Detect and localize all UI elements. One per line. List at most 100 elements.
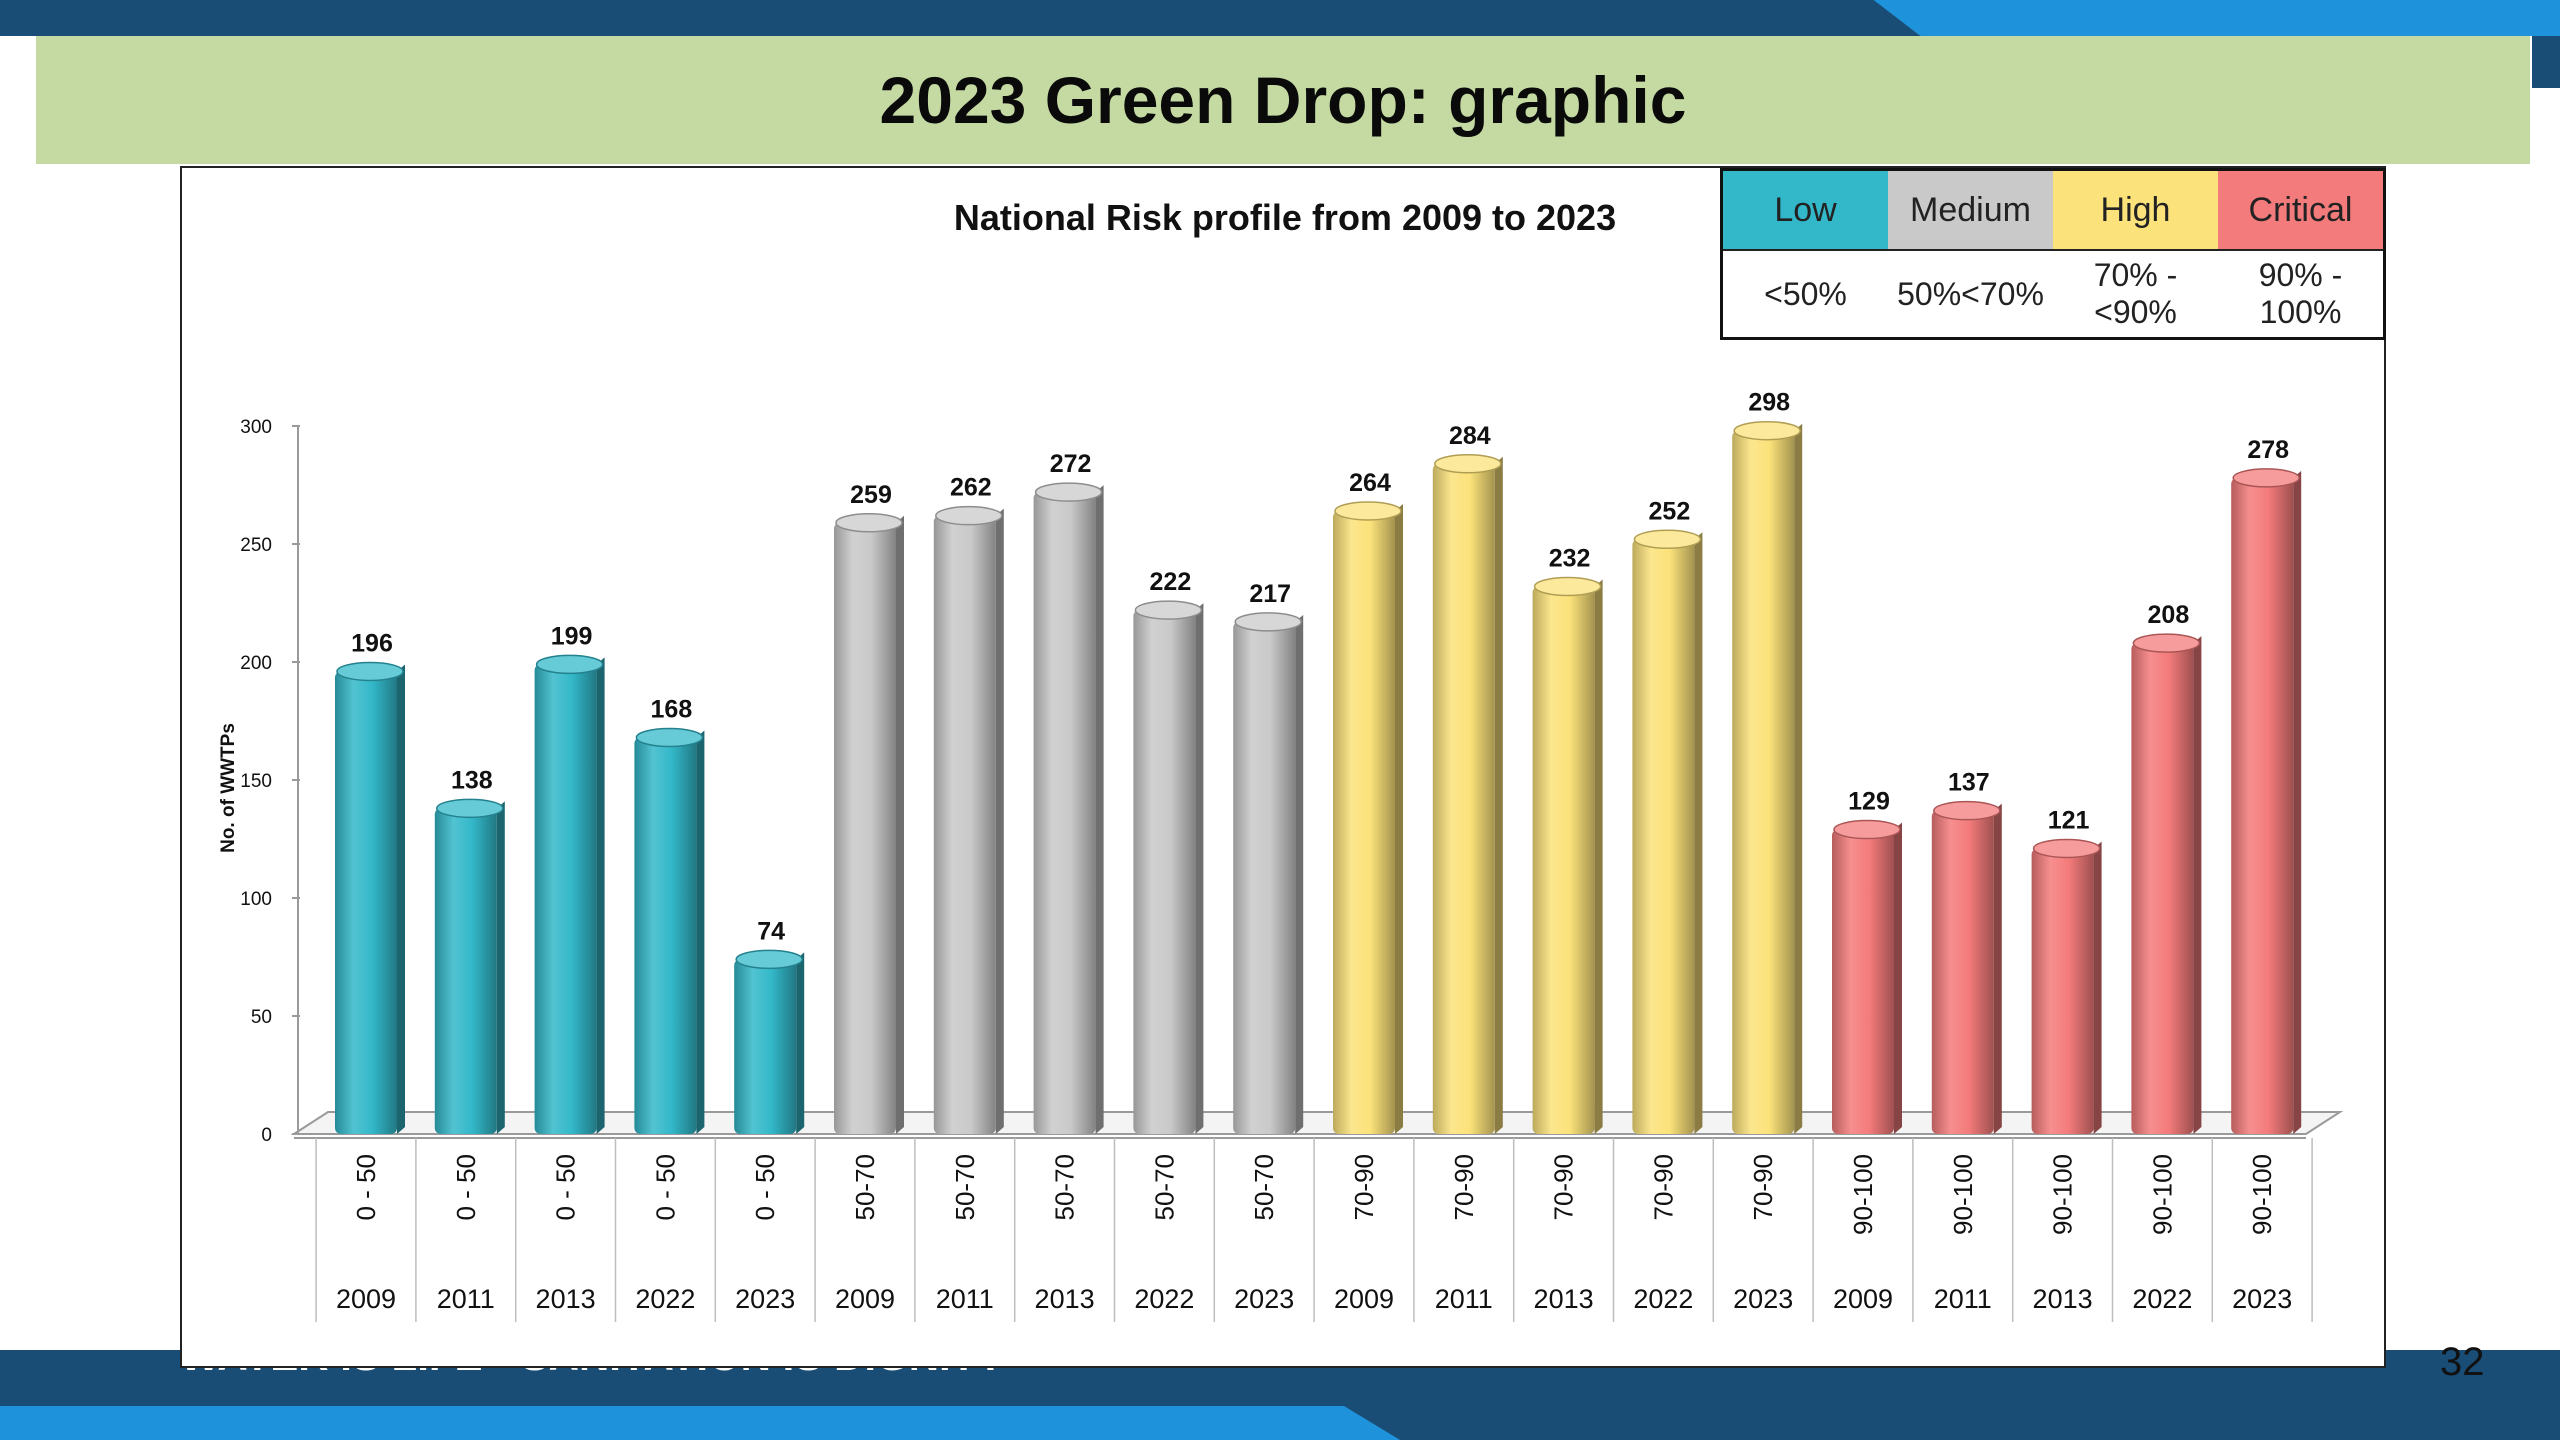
page-number: 32 bbox=[2440, 1340, 2485, 1384]
bar-side bbox=[1694, 532, 1703, 1134]
x-year-label: 2013 bbox=[2033, 1284, 2093, 1314]
legend-critical-range: 90% - 100% bbox=[2258, 257, 2343, 330]
x-year-label: 2022 bbox=[2132, 1284, 2192, 1314]
bar-cap bbox=[1034, 482, 1103, 502]
bar-side bbox=[596, 657, 605, 1134]
slide-title: 2023 Green Drop: graphic bbox=[879, 63, 1687, 137]
bar-cap bbox=[1833, 819, 1901, 840]
y-tick-label: 200 bbox=[240, 653, 272, 674]
bar-value-label: 284 bbox=[1449, 422, 1491, 450]
legend-low-range: <50% bbox=[1764, 275, 1847, 312]
bar-cap bbox=[436, 798, 504, 819]
x-category-label: 70-90 bbox=[1349, 1154, 1379, 1221]
bar-value-label: 298 bbox=[1748, 389, 1790, 417]
chart-floor bbox=[290, 1111, 2344, 1135]
x-year-label: 2013 bbox=[536, 1284, 596, 1314]
x-category-label: 90-100 bbox=[1848, 1154, 1878, 1235]
bar-cap bbox=[1134, 600, 1203, 620]
bar-body bbox=[634, 737, 697, 1134]
x-year-label: 2023 bbox=[735, 1284, 795, 1314]
bar-body bbox=[1732, 430, 1795, 1135]
bar-body bbox=[335, 671, 397, 1134]
bar-cap bbox=[336, 661, 404, 682]
bar-value-label: 168 bbox=[651, 696, 693, 724]
x-year-label: 2009 bbox=[1833, 1284, 1893, 1314]
x-category-label: 0 - 50 bbox=[551, 1154, 581, 1221]
bar-cap bbox=[1633, 529, 1702, 550]
risk-profile-chart: National Risk profile from 2009 to 2023 … bbox=[218, 197, 2344, 1322]
bar-cap bbox=[2132, 633, 2201, 653]
x-year-label: 2013 bbox=[1035, 1284, 1095, 1314]
bar-value-label: 252 bbox=[1649, 497, 1691, 525]
y-tick-label: 250 bbox=[240, 535, 272, 556]
bar-value-label: 232 bbox=[1549, 544, 1591, 572]
x-category-label: 50-70 bbox=[950, 1154, 980, 1221]
bottom-band-accent bbox=[0, 1406, 1400, 1440]
bar-side bbox=[796, 952, 805, 1134]
risk-legend: Low Medium High Critical <50% 50%<70% 70… bbox=[1720, 168, 2386, 340]
bar-side bbox=[1494, 456, 1503, 1134]
bar-value-label: 222 bbox=[1150, 568, 1192, 596]
bar-value-label: 138 bbox=[451, 766, 493, 794]
bar-cap bbox=[935, 505, 1003, 526]
x-year-label: 2023 bbox=[1234, 1284, 1294, 1314]
x-category-label: 0 - 50 bbox=[750, 1154, 780, 1221]
x-category-label: 50-70 bbox=[1050, 1154, 1080, 1221]
legend-high-label: High bbox=[2053, 171, 2218, 251]
x-category-label: 50-70 bbox=[850, 1154, 880, 1221]
bar bbox=[335, 661, 405, 1134]
bar-cap bbox=[1434, 454, 1502, 474]
x-category-label: 70-90 bbox=[1748, 1154, 1778, 1221]
bar-value-label: 137 bbox=[1948, 769, 1990, 797]
legend-low-label: Low bbox=[1723, 171, 1888, 251]
bar-value-label: 196 bbox=[351, 629, 393, 657]
x-year-label: 2009 bbox=[835, 1284, 895, 1314]
x-category-label: 50-70 bbox=[1249, 1154, 1279, 1221]
bar bbox=[434, 798, 505, 1134]
bar bbox=[834, 513, 904, 1134]
bar-value-label: 129 bbox=[1848, 788, 1890, 816]
legend-critical-label: Critical bbox=[2218, 171, 2383, 251]
bar bbox=[2131, 633, 2202, 1134]
bar-cap bbox=[2032, 838, 2101, 859]
bar-body bbox=[1931, 810, 1994, 1134]
bar bbox=[1033, 482, 1104, 1135]
bar-cap bbox=[735, 949, 803, 970]
x-year-label: 2023 bbox=[2232, 1284, 2292, 1314]
bar bbox=[1333, 501, 1403, 1135]
bar-side bbox=[1195, 603, 1204, 1134]
bar-side bbox=[1794, 423, 1803, 1135]
bar-value-label: 208 bbox=[2148, 601, 2190, 629]
bar-cap bbox=[635, 727, 704, 748]
bar-side bbox=[1095, 485, 1104, 1135]
bar-side bbox=[1993, 803, 2002, 1134]
bar-side bbox=[1295, 614, 1304, 1134]
bar-cap bbox=[835, 513, 903, 533]
top-band-accent bbox=[1873, 0, 2560, 36]
bar-body bbox=[933, 515, 996, 1134]
bar-body bbox=[2231, 477, 2294, 1134]
y-tick-label: 100 bbox=[240, 889, 272, 910]
bar-body bbox=[834, 522, 896, 1134]
bar-cap bbox=[1933, 800, 2001, 821]
x-year-label: 2011 bbox=[1435, 1284, 1493, 1314]
x-category-label: 50-70 bbox=[1149, 1154, 1179, 1221]
bar bbox=[1732, 420, 1803, 1135]
x-category-label: 90-100 bbox=[2048, 1154, 2078, 1235]
bar-cap bbox=[2232, 468, 2300, 488]
bar-body bbox=[2131, 643, 2194, 1134]
x-year-label: 2022 bbox=[635, 1284, 695, 1314]
x-year-label: 2011 bbox=[437, 1284, 495, 1314]
bar-value-label: 264 bbox=[1349, 469, 1391, 497]
bar-cap bbox=[1533, 576, 1602, 597]
bar-value-label: 259 bbox=[850, 481, 892, 509]
bar bbox=[634, 727, 705, 1134]
bar-side bbox=[896, 515, 904, 1134]
bar-side bbox=[2193, 636, 2202, 1134]
bar bbox=[1832, 819, 1902, 1134]
bar-body bbox=[1133, 610, 1196, 1134]
x-category-label: 0 - 50 bbox=[351, 1154, 381, 1221]
bar-side bbox=[1594, 579, 1603, 1134]
x-year-label: 2013 bbox=[1534, 1284, 1594, 1314]
bar-side bbox=[1395, 503, 1403, 1135]
